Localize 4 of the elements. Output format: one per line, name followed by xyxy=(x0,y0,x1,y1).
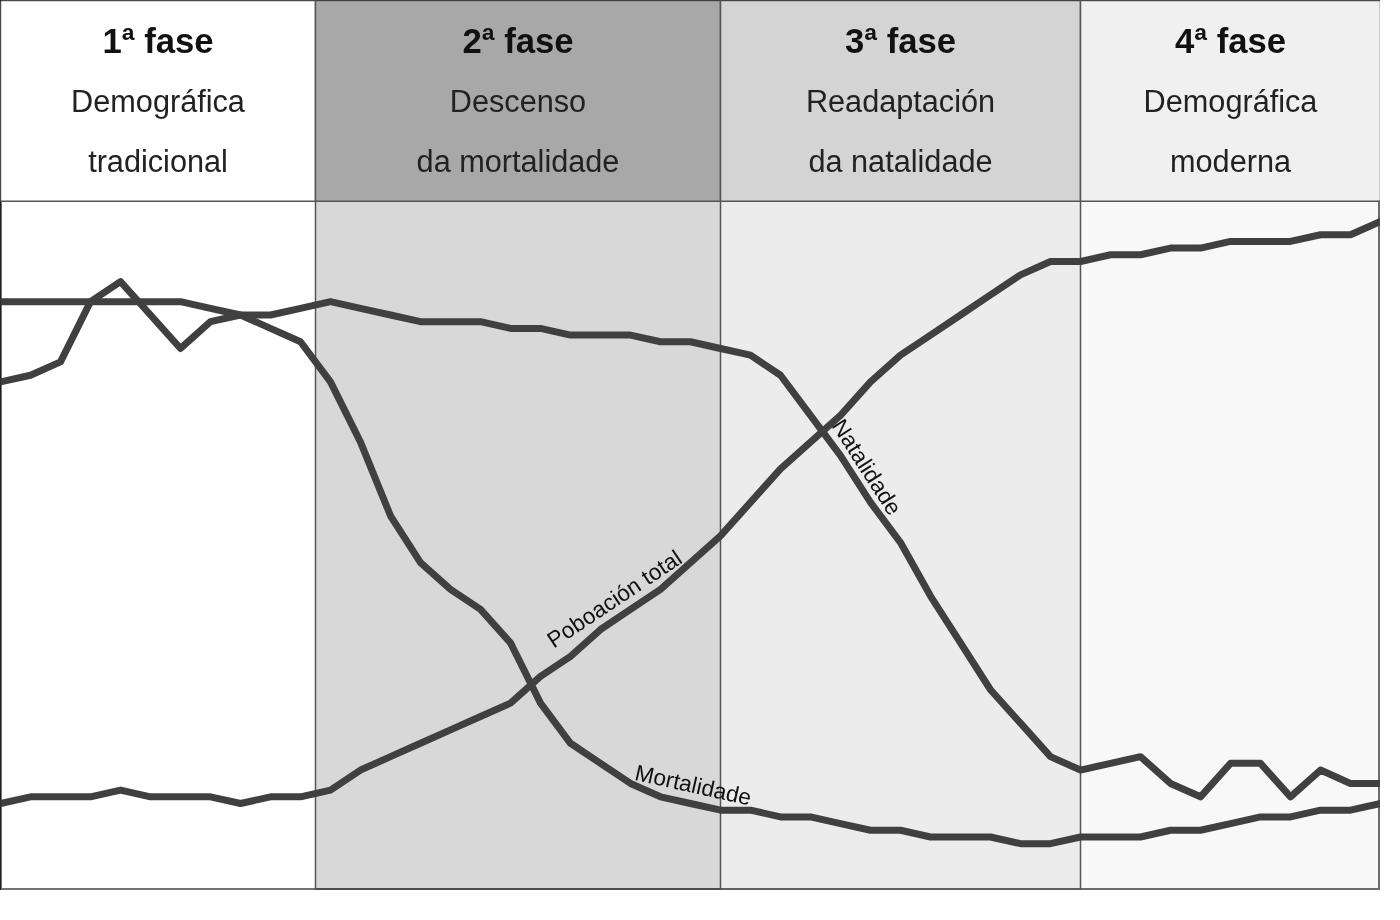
text: 3ª fase Readaptación da natalidade xyxy=(805,21,996,179)
text: 2ª fase Descenso da mortalidade xyxy=(416,21,620,179)
text: 1ª fase Demográfica tradicional xyxy=(71,21,246,179)
text: 4ª fase Demográfica moderna xyxy=(1143,21,1319,179)
